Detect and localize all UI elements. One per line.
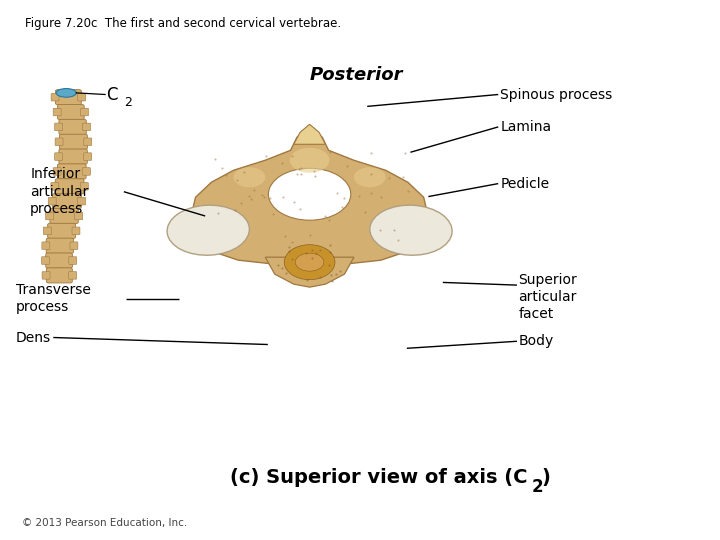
Polygon shape xyxy=(191,127,428,266)
FancyBboxPatch shape xyxy=(69,257,77,265)
Text: Lamina: Lamina xyxy=(500,120,552,134)
FancyBboxPatch shape xyxy=(78,197,86,205)
Text: 2: 2 xyxy=(531,478,543,496)
FancyBboxPatch shape xyxy=(50,208,78,224)
FancyBboxPatch shape xyxy=(70,242,78,249)
FancyBboxPatch shape xyxy=(46,238,73,253)
Text: Posterior: Posterior xyxy=(310,65,403,84)
Text: Spinous process: Spinous process xyxy=(500,87,613,102)
Polygon shape xyxy=(294,124,325,144)
FancyBboxPatch shape xyxy=(59,149,87,164)
FancyBboxPatch shape xyxy=(83,168,91,176)
FancyBboxPatch shape xyxy=(46,268,72,283)
FancyBboxPatch shape xyxy=(72,227,80,234)
FancyBboxPatch shape xyxy=(55,90,81,105)
FancyBboxPatch shape xyxy=(48,223,76,239)
Ellipse shape xyxy=(284,245,335,280)
Ellipse shape xyxy=(269,168,351,220)
FancyBboxPatch shape xyxy=(59,119,86,134)
FancyBboxPatch shape xyxy=(43,227,51,234)
Text: Transverse
process: Transverse process xyxy=(16,283,91,314)
Text: Figure 7.20c  The first and second cervical vertebrae.: Figure 7.20c The first and second cervic… xyxy=(25,17,341,30)
FancyBboxPatch shape xyxy=(53,168,61,176)
Text: Inferior
articular
process: Inferior articular process xyxy=(30,167,89,216)
FancyBboxPatch shape xyxy=(51,183,59,190)
FancyBboxPatch shape xyxy=(68,272,76,279)
FancyBboxPatch shape xyxy=(58,105,84,120)
FancyBboxPatch shape xyxy=(55,179,84,194)
Ellipse shape xyxy=(289,148,330,173)
FancyBboxPatch shape xyxy=(81,108,89,116)
FancyBboxPatch shape xyxy=(84,153,91,160)
Text: ): ) xyxy=(541,468,550,488)
FancyBboxPatch shape xyxy=(46,253,73,268)
Ellipse shape xyxy=(167,205,249,255)
Text: Dens: Dens xyxy=(16,330,51,345)
FancyBboxPatch shape xyxy=(81,183,89,190)
Ellipse shape xyxy=(233,167,265,187)
FancyBboxPatch shape xyxy=(42,257,50,265)
FancyBboxPatch shape xyxy=(83,123,91,131)
Text: 2: 2 xyxy=(124,96,132,109)
FancyBboxPatch shape xyxy=(55,123,63,131)
Ellipse shape xyxy=(295,253,324,271)
FancyBboxPatch shape xyxy=(45,212,53,220)
FancyBboxPatch shape xyxy=(42,242,50,249)
Ellipse shape xyxy=(354,167,386,187)
Text: C: C xyxy=(107,85,118,104)
FancyBboxPatch shape xyxy=(78,93,86,101)
Text: Body: Body xyxy=(518,334,554,348)
FancyBboxPatch shape xyxy=(84,138,91,146)
FancyBboxPatch shape xyxy=(48,197,56,205)
FancyBboxPatch shape xyxy=(51,93,59,101)
FancyBboxPatch shape xyxy=(55,138,63,146)
FancyBboxPatch shape xyxy=(60,134,87,150)
Ellipse shape xyxy=(370,205,452,255)
Text: Superior
articular
facet: Superior articular facet xyxy=(518,273,577,321)
FancyBboxPatch shape xyxy=(58,164,86,179)
FancyBboxPatch shape xyxy=(53,108,61,116)
Ellipse shape xyxy=(56,89,76,97)
Text: (c) Superior view of axis (C: (c) Superior view of axis (C xyxy=(230,468,528,488)
FancyBboxPatch shape xyxy=(75,212,83,220)
Text: © 2013 Pearson Education, Inc.: © 2013 Pearson Education, Inc. xyxy=(22,518,187,528)
FancyBboxPatch shape xyxy=(55,153,63,160)
FancyBboxPatch shape xyxy=(53,194,81,209)
FancyBboxPatch shape xyxy=(42,272,50,279)
Text: Pedicle: Pedicle xyxy=(500,177,549,191)
Polygon shape xyxy=(265,257,354,287)
